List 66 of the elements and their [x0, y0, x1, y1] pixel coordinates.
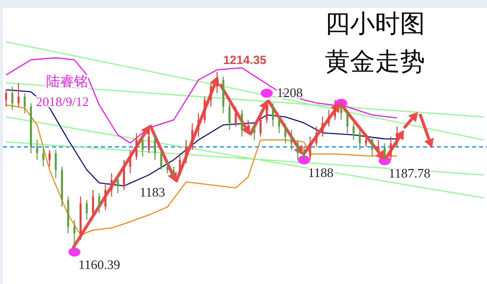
- candlestick: [296, 139, 299, 160]
- candlestick: [371, 136, 374, 158]
- candlestick: [36, 139, 38, 160]
- candlestick: [135, 132, 138, 160]
- point: [260, 88, 273, 98]
- point: [68, 248, 80, 256]
- candlestick: [116, 174, 119, 194]
- candlestick: [11, 86, 14, 110]
- candlestick: [54, 149, 57, 179]
- candlestick: [166, 159, 168, 174]
- chart-subtitle: 黄金走势: [325, 49, 425, 76]
- data-label: 1187.78: [388, 166, 430, 181]
- candlestick: [377, 139, 380, 154]
- candlestick: [309, 136, 312, 160]
- candlestick: [42, 146, 44, 168]
- candlestick: [24, 92, 26, 114]
- chart-title: 四小时图: [325, 11, 425, 38]
- candlestick: [322, 116, 324, 138]
- candlestick: [272, 102, 274, 128]
- annotation: 1214.35: [223, 53, 267, 67]
- candlestick: [110, 172, 113, 198]
- candlestick: [5, 89, 8, 108]
- candlestick: [154, 132, 156, 160]
- candlestick: [315, 126, 318, 148]
- candlestick: [334, 99, 336, 120]
- candlestick: [253, 122, 256, 140]
- annotation: 1183: [140, 184, 166, 200]
- candlestick: [234, 106, 237, 128]
- candlestick: [73, 219, 76, 252]
- candlestick: [266, 99, 268, 124]
- candlestick: [104, 182, 106, 210]
- candlestick: [346, 109, 348, 134]
- candlestick: [185, 139, 188, 164]
- candlestick: [328, 109, 330, 128]
- candlestick: [290, 129, 293, 150]
- candlestick: [48, 149, 51, 168]
- candlestick: [396, 126, 398, 148]
- candlestick: [123, 159, 125, 190]
- data-label: 1160.39: [78, 257, 120, 272]
- candlestick: [197, 112, 200, 138]
- candlestick: [18, 82, 20, 108]
- candlestick: [129, 149, 132, 174]
- candlestick: [178, 152, 181, 176]
- candlestick: [86, 199, 88, 220]
- candlestick: [210, 82, 212, 108]
- candlestick: [340, 102, 342, 120]
- candlestick: [240, 109, 243, 138]
- candlestick: [278, 116, 280, 134]
- candlestick: [160, 149, 162, 170]
- candlestick: [191, 122, 194, 150]
- point: [298, 155, 310, 164]
- candlestick: [247, 119, 250, 134]
- candlestick: [98, 192, 100, 214]
- candlestick: [390, 136, 392, 160]
- candlestick: [204, 96, 206, 124]
- candlestick: [260, 112, 262, 138]
- candlestick: [358, 129, 361, 150]
- candlestick: [142, 136, 144, 158]
- candlestick: [384, 142, 386, 162]
- candlestick: [216, 72, 218, 94]
- candlestick: [92, 189, 94, 218]
- candlestick: [148, 129, 150, 154]
- candlestick: [284, 122, 286, 144]
- candlestick: [352, 122, 355, 140]
- candlestick: [228, 102, 230, 130]
- candlestick: [302, 146, 305, 160]
